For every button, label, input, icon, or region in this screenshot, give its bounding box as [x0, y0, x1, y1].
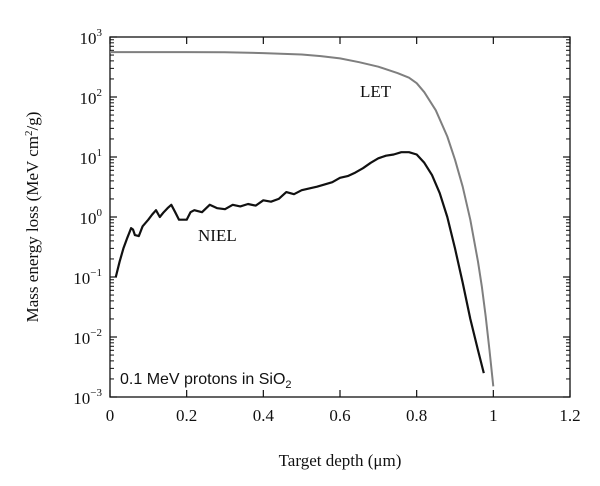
y-tick-label: 101 — [80, 147, 103, 168]
x-tick-label: 1.2 — [559, 406, 580, 425]
y-axis-title: Mass energy loss (MeV cm2/g) — [23, 112, 42, 323]
niel-series-line — [114, 151, 485, 374]
let-series-label: LET — [360, 82, 392, 101]
y-axis-title-superscript: 2 — [23, 131, 35, 137]
x-tick-label: 0 — [106, 406, 115, 425]
niel-series-label: NIEL — [198, 226, 237, 245]
x-tick-label: 0.4 — [253, 406, 275, 425]
y-tick-label: 103 — [80, 27, 103, 48]
plot-frame — [109, 36, 571, 398]
series-layer — [110, 51, 495, 387]
annotation: 0.1 MeV protons in SiO2 — [120, 371, 292, 391]
y-tick-label: 10−3 — [73, 387, 102, 408]
y-tick-label: 10−2 — [73, 327, 102, 348]
y-tick-label: 100 — [80, 207, 103, 228]
y-tick-label: 10−1 — [73, 267, 102, 288]
annotation-text: 0.1 MeV protons in SiO — [120, 371, 285, 388]
x-tick-label: 1 — [489, 406, 498, 425]
x-tick-label: 0.6 — [329, 406, 350, 425]
x-tick-label: 0.2 — [176, 406, 197, 425]
annotation-subscript: 2 — [285, 379, 291, 391]
x-tick-label: 0.8 — [406, 406, 427, 425]
y-tick-label: 102 — [80, 87, 103, 108]
y-axis-ticks: 103 102 101 100 10−1 10−2 10−3 — [73, 27, 570, 408]
y-axis-title-tail: /g) — [23, 112, 42, 131]
y-axis-title-text: Mass energy loss (MeV cm — [23, 136, 42, 322]
x-axis-ticks: 0 0.2 0.4 0.6 0.8 1 1.2 — [106, 37, 581, 425]
let-series-line — [110, 51, 495, 387]
x-axis-title: Target depth (μm) — [279, 451, 402, 470]
